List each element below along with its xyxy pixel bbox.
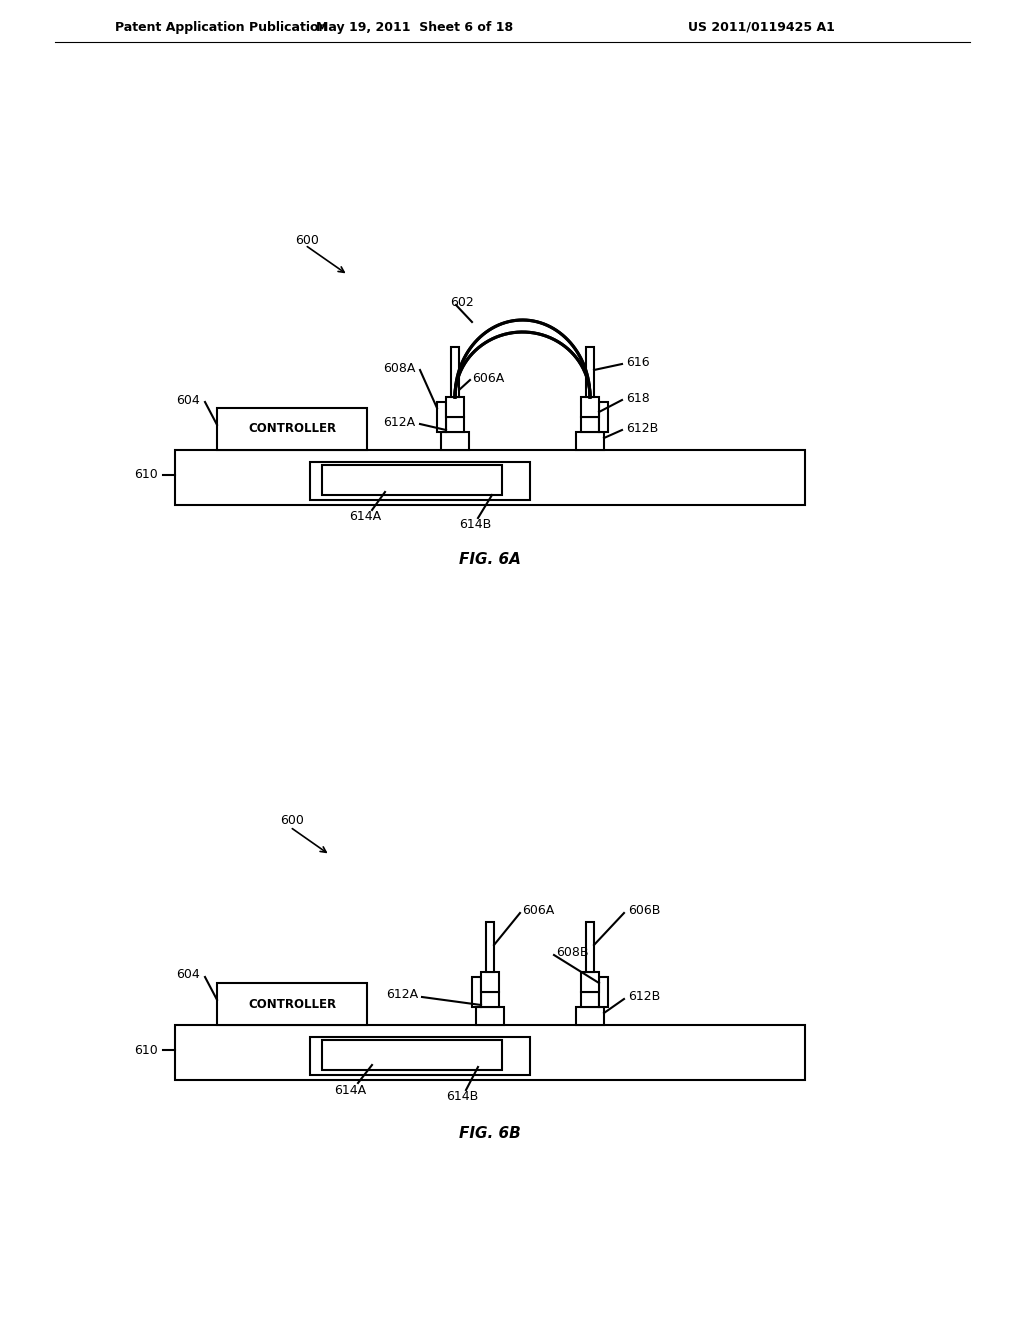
Bar: [575, 432, 604, 450]
Bar: [575, 1007, 604, 1026]
Bar: [486, 921, 494, 972]
Text: May 19, 2011  Sheet 6 of 18: May 19, 2011 Sheet 6 of 18: [316, 21, 514, 33]
Bar: [175, 450, 805, 506]
Text: 616: 616: [626, 355, 649, 368]
Bar: [599, 977, 608, 1007]
Text: 610: 610: [134, 1044, 158, 1056]
Text: CONTROLLER: CONTROLLER: [248, 998, 336, 1011]
Text: 614B: 614B: [445, 1090, 478, 1104]
Bar: [581, 972, 599, 993]
Text: Patent Application Publication: Patent Application Publication: [115, 21, 328, 33]
Bar: [481, 972, 499, 993]
Text: 606A: 606A: [472, 371, 504, 384]
Bar: [310, 462, 530, 500]
Text: 614B: 614B: [459, 519, 492, 532]
Bar: [175, 1026, 805, 1080]
Text: 612B: 612B: [626, 421, 658, 434]
Bar: [310, 1038, 530, 1074]
Text: 600: 600: [280, 813, 304, 826]
Bar: [446, 417, 464, 432]
Polygon shape: [455, 319, 590, 397]
Text: 608B: 608B: [556, 946, 589, 960]
Bar: [437, 403, 446, 432]
Text: 612B: 612B: [628, 990, 660, 1003]
Text: 612A: 612A: [383, 416, 415, 429]
Bar: [586, 347, 594, 397]
Bar: [481, 993, 499, 1007]
Bar: [581, 417, 599, 432]
Bar: [476, 1007, 504, 1026]
Bar: [322, 1040, 502, 1071]
Bar: [599, 403, 608, 432]
Text: 604: 604: [176, 393, 200, 407]
Bar: [217, 983, 367, 1026]
Text: 608A: 608A: [383, 362, 415, 375]
Text: FIG. 6B: FIG. 6B: [459, 1126, 521, 1140]
Text: 600: 600: [295, 234, 318, 247]
Text: 610: 610: [134, 469, 158, 482]
Text: 618: 618: [626, 392, 650, 404]
Bar: [472, 977, 481, 1007]
Bar: [586, 921, 594, 972]
Text: 614A: 614A: [349, 511, 381, 524]
Bar: [441, 432, 469, 450]
Bar: [581, 993, 599, 1007]
Bar: [217, 408, 367, 450]
Text: 606A: 606A: [522, 903, 554, 916]
Bar: [581, 397, 599, 417]
Text: US 2011/0119425 A1: US 2011/0119425 A1: [688, 21, 835, 33]
Text: 606B: 606B: [628, 903, 660, 916]
Bar: [451, 347, 459, 397]
Bar: [322, 465, 502, 495]
Text: 614A: 614A: [334, 1084, 366, 1097]
Text: 602: 602: [450, 296, 474, 309]
Text: 612A: 612A: [386, 989, 418, 1002]
Bar: [446, 397, 464, 417]
Text: FIG. 6A: FIG. 6A: [459, 553, 521, 568]
Text: 604: 604: [176, 969, 200, 982]
Text: CONTROLLER: CONTROLLER: [248, 422, 336, 436]
